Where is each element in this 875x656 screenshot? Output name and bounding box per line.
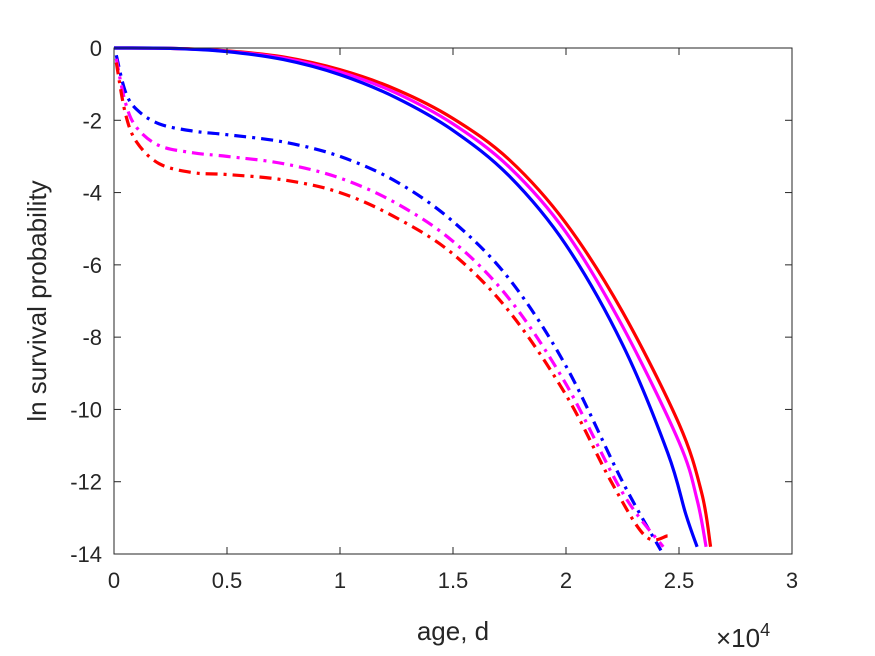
x-tick-label: 1 bbox=[334, 568, 346, 593]
y-tick-label: -2 bbox=[82, 108, 102, 133]
series-line-3-solid bbox=[113, 46, 699, 548]
x-axis-label: age, d bbox=[417, 616, 489, 646]
series-line-5-dashdot bbox=[114, 58, 665, 548]
y-axis-label: ln survival probability bbox=[22, 180, 52, 421]
tick-layer: 0 0.5 1 1.5 2 2.5 3 0 -2 -4 -6 -8 -10 -12 -14 bbox=[70, 36, 798, 593]
y-tick-label: -8 bbox=[82, 325, 102, 350]
y-tick-label: -10 bbox=[70, 397, 102, 422]
x-tick-label: 1.5 bbox=[438, 568, 469, 593]
x-multiplier-exponent: 4 bbox=[760, 620, 770, 640]
y-tick-label: -6 bbox=[82, 253, 102, 278]
x-tick-label: 2.5 bbox=[664, 568, 695, 593]
series-layer bbox=[113, 46, 713, 552]
x-tick-label: 2 bbox=[560, 568, 572, 593]
y-tick-label: -14 bbox=[70, 542, 102, 567]
x-tick-label: 0.5 bbox=[212, 568, 243, 593]
x-multiplier-base: ×10 bbox=[716, 623, 760, 653]
x-tick-label: 3 bbox=[786, 568, 798, 593]
series-line-6-dashdot bbox=[114, 62, 669, 542]
x-tick-label: 0 bbox=[108, 568, 120, 593]
y-tick-label: -12 bbox=[70, 470, 102, 495]
y-tick-label: -4 bbox=[82, 181, 102, 206]
x-multiplier-label: ×104 bbox=[716, 620, 770, 653]
y-tick-label: 0 bbox=[90, 36, 102, 61]
